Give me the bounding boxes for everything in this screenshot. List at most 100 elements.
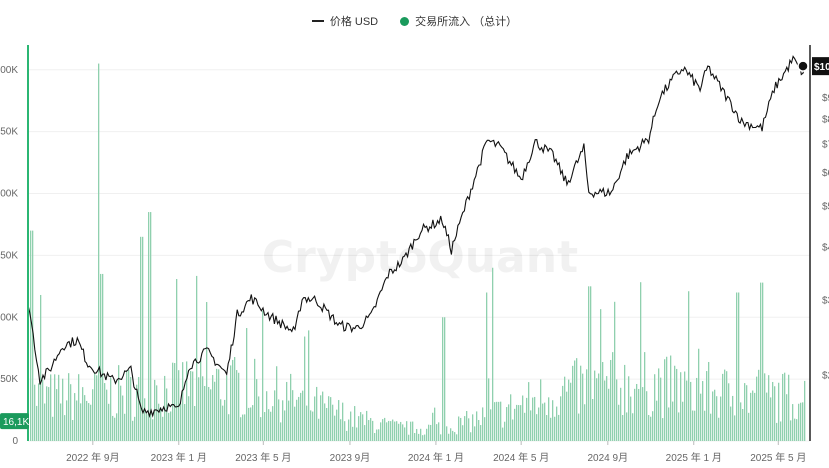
inflow-bar	[746, 385, 748, 441]
left-tick-label: 150K	[0, 250, 18, 261]
inflow-bar	[538, 407, 540, 441]
inflow-bar	[668, 407, 670, 441]
inflow-bar	[184, 404, 186, 441]
inflow-bar	[196, 275, 198, 441]
inflow-bar	[238, 372, 240, 441]
inflow-bar	[530, 410, 532, 441]
inflow-bar	[674, 365, 676, 441]
inflow-bar	[510, 394, 512, 441]
inflow-bar	[268, 409, 270, 441]
inflow-bar	[380, 422, 382, 441]
inflow-bar	[412, 421, 414, 441]
inflow-bar	[446, 426, 448, 441]
right-tick-label: $30	[822, 296, 829, 307]
inflow-bar	[506, 407, 508, 441]
inflow-bar	[212, 375, 214, 441]
price-line[interactable]	[27, 55, 808, 418]
inflow-bar	[564, 376, 566, 441]
inflow-bar	[82, 387, 84, 441]
inflow-bar	[480, 425, 482, 441]
inflow-bar	[202, 376, 204, 441]
legend-item-inflow[interactable]: 交易所流入 （总计）	[400, 13, 517, 29]
inflow-bar	[474, 426, 476, 441]
inflow-bar	[640, 282, 642, 441]
inflow-bar	[714, 389, 716, 441]
inflow-bar	[170, 411, 172, 441]
inflow-bar	[244, 414, 246, 441]
inflow-bar	[782, 373, 784, 441]
inflow-bar	[788, 374, 790, 441]
inflow-bar	[180, 403, 182, 441]
inflow-bar	[110, 377, 112, 441]
inflow-bar	[588, 286, 590, 441]
inflow-bar	[574, 360, 576, 441]
inflow-bar	[150, 212, 152, 441]
left-tick-label: 300K	[0, 65, 18, 76]
inflow-bar	[642, 387, 644, 441]
inflow-bar	[136, 384, 138, 441]
inflow-bar	[388, 420, 390, 441]
inflow-bar	[226, 375, 228, 441]
inflow-bar	[404, 427, 406, 441]
inflow-bar	[128, 370, 130, 441]
inflow-bar	[792, 404, 794, 441]
x-tick-label: 2025 年 5 月	[750, 451, 806, 464]
inflow-bar	[138, 377, 140, 441]
legend-item-price[interactable]: 价格 USD	[311, 13, 378, 29]
inflow-bar	[56, 389, 58, 441]
right-tick-label: $40	[822, 242, 829, 253]
inflow-bar	[366, 410, 368, 441]
inflow-bar	[670, 355, 672, 441]
inflow-bar	[534, 396, 536, 441]
inflow-bar	[708, 361, 710, 441]
inflow-bar	[682, 401, 684, 441]
inflow-bar	[680, 372, 682, 441]
inflow-bar	[64, 415, 66, 441]
inflow-bar	[140, 236, 142, 441]
inflow-bar	[326, 407, 328, 441]
inflow-bar	[724, 369, 726, 441]
inflow-bar	[356, 427, 358, 441]
inflow-bar	[664, 359, 666, 441]
inflow-bar	[32, 230, 34, 441]
inflow-bar	[652, 411, 654, 441]
inflow-bar	[342, 402, 344, 441]
inflow-bar	[190, 371, 192, 441]
inflow-bar	[736, 292, 738, 441]
inflow-bar	[688, 291, 690, 441]
inflow-bar	[68, 373, 70, 441]
legend: 价格 USD 交易所流入 （总计）	[0, 13, 829, 29]
inflow-bar	[752, 390, 754, 441]
inflow-bar	[252, 405, 254, 441]
inflow-bar	[304, 336, 306, 441]
inflow-bar	[376, 429, 378, 441]
inflow-bar	[52, 416, 54, 441]
right-tick-label: $5	[822, 201, 829, 212]
inflow-bar	[358, 416, 360, 441]
inflow-bar	[710, 413, 712, 441]
inflow-bar	[318, 418, 320, 441]
inflow-bar	[282, 400, 284, 441]
inflow-bar	[756, 376, 758, 441]
inflow-bar	[660, 377, 662, 441]
inflow-bar	[462, 425, 464, 441]
legend-inflow-label: 交易所流入 （总计）	[415, 16, 518, 28]
inflow-bar	[210, 389, 212, 441]
inflow-bar	[38, 383, 40, 441]
inflow-bar	[548, 397, 550, 441]
inflow-bar	[602, 362, 604, 441]
inflow-bar	[92, 389, 94, 441]
inflow-bar	[364, 425, 366, 441]
inflow-bar	[414, 433, 416, 441]
inflow-bar	[718, 417, 720, 441]
inflow-bar	[496, 401, 498, 441]
inflow-bar	[732, 395, 734, 441]
inflow-bar	[294, 406, 296, 441]
inflow-bar	[102, 273, 104, 441]
price-marker[interactable]	[797, 60, 809, 72]
inflow-bar	[194, 406, 196, 441]
inflow-bar	[108, 403, 110, 441]
inflow-bar	[596, 378, 598, 441]
inflow-bar	[586, 369, 588, 441]
